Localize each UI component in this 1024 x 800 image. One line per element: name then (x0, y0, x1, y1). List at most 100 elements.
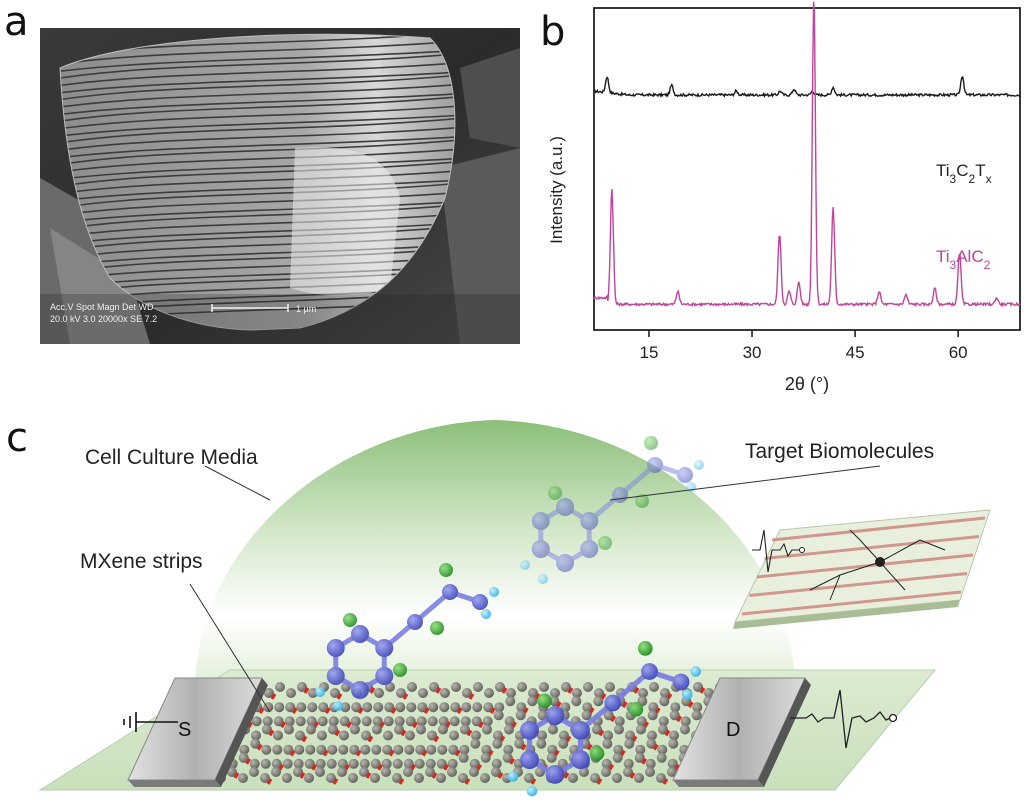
atom-carbon (647, 457, 663, 473)
lattice-atom (238, 773, 248, 783)
lattice-atom (516, 702, 527, 713)
lattice-atom (271, 767, 281, 777)
lattice-atom (326, 773, 336, 783)
lattice-atom (394, 716, 405, 727)
lattice-oxygen (259, 707, 265, 714)
lattice-atom (447, 758, 458, 769)
lattice-oxygen (367, 735, 374, 743)
lattice-atom (515, 710, 526, 721)
atom-chlorine (644, 436, 658, 450)
atom-chlorine (589, 746, 605, 761)
lattice-oxygen (530, 778, 537, 785)
lattice-atom (395, 702, 406, 713)
lattice-oxygen (412, 721, 418, 729)
lattice-atom (425, 758, 436, 769)
lattice-oxygen (688, 701, 694, 708)
media-label: Cell Culture Media (85, 446, 258, 469)
lattice-atom (428, 702, 439, 713)
lattice-oxygen (334, 729, 341, 737)
lattice-atom (381, 758, 392, 769)
lattice-atom (315, 758, 326, 769)
lattice-atom (249, 758, 260, 769)
panel-label-a: a (4, 0, 29, 45)
lattice-oxygen (410, 764, 416, 771)
device-schematic: S D Cell Culture Media (38, 420, 991, 797)
lattice-atom (646, 738, 657, 749)
strips-leader-line (189, 583, 271, 713)
neural-array-inset (733, 509, 991, 629)
lattice-atom (469, 767, 479, 777)
lattice-oxygen (490, 707, 496, 714)
lattice-atom (514, 738, 525, 749)
lattice-oxygen (270, 693, 277, 700)
lattice-atom (349, 744, 360, 755)
molecule (520, 436, 704, 584)
drain-electrode (672, 677, 811, 787)
lattice-atom (482, 716, 493, 727)
lattice-oxygen (565, 735, 572, 743)
lattice-oxygen (567, 687, 574, 694)
lattice-oxygen (280, 721, 286, 729)
lattice-oxygen (666, 693, 673, 700)
lattice-atom (404, 744, 415, 755)
lattice-atom (262, 716, 273, 727)
lattice-oxygen (268, 729, 275, 737)
lattice-oxygen (655, 707, 661, 714)
lattice-atom (612, 752, 623, 763)
lattice-oxygen (554, 749, 560, 757)
atom-hydrogen (690, 666, 701, 677)
sem-info-header: Acc.V Spot Magn Det WD (50, 302, 154, 312)
lattice-atom (372, 716, 383, 727)
source-electrode (127, 677, 268, 787)
lattice-oxygen (622, 701, 628, 708)
lattice-atom (603, 730, 613, 741)
atom-carbon (531, 512, 550, 530)
x-axis-label: 2θ (°) (785, 374, 829, 394)
lattice-atom (614, 724, 624, 735)
lattice-oxygen (323, 749, 329, 757)
lattice-atom (614, 716, 625, 727)
lattice-atom (338, 744, 349, 755)
atom-hydrogen (682, 689, 693, 700)
lattice-atom (305, 744, 316, 755)
atom-carbon (571, 720, 590, 740)
atom-chlorine (439, 563, 453, 577)
lattice-atom (317, 730, 327, 741)
lattice-oxygen (346, 721, 352, 729)
lattice-atom (296, 702, 307, 713)
lattice-oxygen (301, 735, 308, 743)
lattice-atom (448, 744, 459, 755)
sem-info-values: 20.0 kV 3.0 20000x SE 7.2 (50, 314, 157, 324)
atom-carbon (556, 554, 574, 572)
lattice-oxygen (563, 772, 570, 779)
lattice-atom (394, 724, 404, 735)
lattice-atom (528, 688, 538, 698)
lattice-atom (284, 716, 295, 727)
lattice-atom (493, 710, 504, 721)
lattice-atom (602, 738, 613, 749)
lattice-oxygen (313, 721, 319, 729)
lattice-atom (649, 682, 659, 692)
atom-chlorine (628, 701, 644, 717)
lattice-oxygen (290, 749, 296, 757)
lattice-atom (559, 730, 569, 741)
series-group (593, 1, 1021, 308)
panel-label-c: c (6, 415, 28, 461)
strips-label: MXene strips (80, 550, 203, 573)
lattice-atom (560, 702, 571, 713)
molecule (315, 563, 499, 711)
lattice-atom (328, 716, 339, 727)
lattice-atom (350, 716, 361, 727)
legend-ti3c2tx: Ti3C2Tx (936, 161, 992, 186)
lattice-atom (295, 716, 306, 727)
lattice-atom (350, 724, 360, 735)
lattice-oxygen (497, 772, 504, 779)
lattice-atom (396, 688, 406, 698)
x-tick-label: 45 (846, 343, 865, 362)
atom-hydrogen (526, 785, 538, 797)
lattice-oxygen (422, 749, 428, 757)
lattice-atom (359, 758, 370, 769)
lattice-oxygen (402, 693, 409, 700)
lattice-atom (547, 744, 558, 755)
lattice-atom (330, 688, 340, 698)
